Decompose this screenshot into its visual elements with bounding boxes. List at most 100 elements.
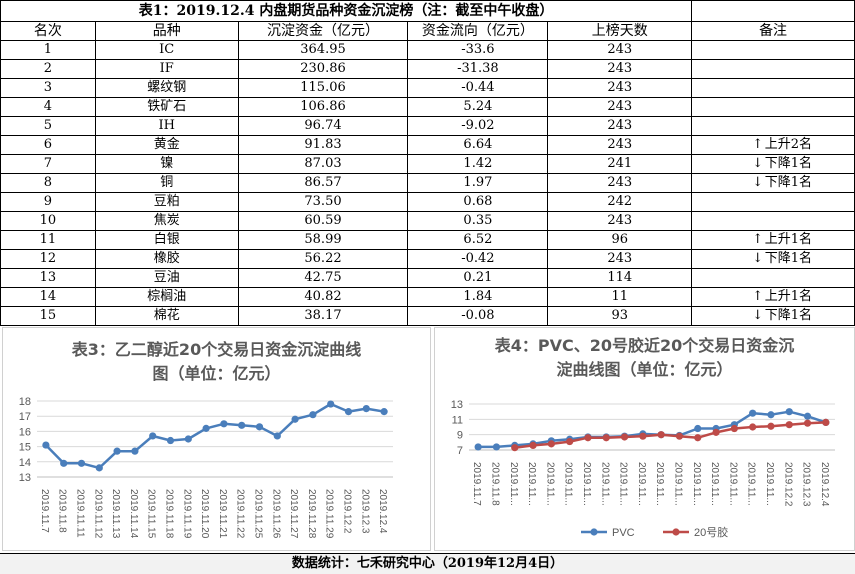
data-point	[380, 408, 388, 416]
x-tick-label: 2019.11.7	[39, 489, 50, 533]
x-tick-label: 2019.12.3	[359, 489, 370, 534]
cell-note	[691, 78, 855, 98]
x-tick-label: 2019.11.8	[489, 462, 500, 506]
data-point	[202, 424, 210, 432]
x-tick-label: 2019.11...	[654, 462, 665, 506]
data-point	[785, 408, 793, 416]
x-tick-label: 2019.11.28	[306, 489, 317, 539]
x-tick-label: 2019.11.8	[57, 489, 68, 533]
note-text: 下降1名	[764, 175, 812, 190]
cell-rank: 4	[0, 97, 96, 117]
cell-rank: 9	[0, 192, 96, 212]
cell-name: 镍	[94, 154, 239, 174]
y-tick-label: 15	[19, 442, 31, 454]
cell-days: 114	[547, 268, 693, 288]
x-tick-label: 2019.11.13	[110, 489, 121, 539]
arrow-up-icon: ↑	[752, 289, 764, 304]
table-row: 5 IH 96.74 -9.02 243	[0, 116, 855, 136]
cell-flow: -0.08	[407, 306, 549, 326]
y-tick-label: 14	[19, 457, 31, 469]
legend-marker	[672, 528, 680, 536]
cell-flow: -0.42	[407, 249, 549, 269]
arrow-down-icon: ↓	[752, 308, 764, 323]
legend-marker	[590, 528, 598, 536]
cell-note	[691, 40, 855, 60]
y-tick-label: 16	[19, 426, 31, 438]
chart-pvc-rubber: 表4：PVC、20号胶近20个交易日资金沉 淀曲线图（单位：亿元） 7 9 11 13…	[434, 327, 855, 551]
note-text: 下降1名	[764, 308, 812, 323]
cell-note: ↓ 下降1名	[691, 154, 855, 174]
data-point	[60, 459, 68, 467]
cell-funds: 40.82	[237, 287, 409, 307]
chart-ethylene-glycol: 表3：乙二醇近20个交易日资金沉淀曲线 图（单位：亿元） 13 14 15 16 17 1…	[2, 327, 431, 551]
table-title-row: 表1：2019.12.4 内盘期货品种资金沉淀榜（注：截至中午收盘）	[0, 0, 855, 22]
cell-rank: 12	[0, 249, 96, 269]
note-text: 下降1名	[764, 251, 812, 266]
data-point	[675, 432, 684, 440]
data-point	[785, 421, 793, 429]
cell-flow: -0.44	[407, 78, 549, 98]
table-row: 9 豆粕 73.50 0.68 242	[0, 192, 855, 212]
data-point	[184, 435, 192, 443]
data-point	[749, 423, 757, 431]
x-tick-label: 2019.12.3	[801, 462, 812, 507]
x-tick-label: 2019.11...	[691, 462, 702, 506]
series-line	[45, 402, 385, 470]
legend-label: PVC	[612, 527, 635, 539]
legend-label: 20号胶	[694, 525, 728, 539]
cell-days: 241	[547, 154, 693, 174]
data-point	[602, 434, 610, 442]
table-row: 12 橡胶 56.22 -0.42 243 ↓ 下降1名	[0, 249, 855, 269]
cell-rank: 11	[0, 230, 96, 250]
note-text: 下降1名	[764, 156, 812, 171]
data-point	[273, 432, 281, 440]
x-tick-label: 2019.11.12	[92, 489, 103, 539]
header-days: 上榜天数	[547, 21, 693, 41]
cell-rank: 7	[0, 154, 96, 174]
data-point	[511, 444, 519, 452]
data-point	[529, 441, 537, 449]
arrow-down-icon: ↓	[752, 251, 764, 266]
y-tick-label: 11	[452, 414, 463, 426]
data-point	[822, 418, 830, 426]
cell-days: 243	[547, 78, 693, 98]
cell-flow: 5.24	[407, 97, 549, 117]
header-rank: 名次	[0, 21, 96, 41]
cell-note	[691, 97, 855, 117]
header-funds: 沉淀资金（亿元）	[237, 21, 409, 41]
cell-funds: 230.86	[237, 59, 409, 79]
x-tick-label: 2019.11...	[508, 462, 519, 506]
cell-name: IC	[94, 40, 239, 60]
x-tick-label: 2019.11...	[727, 462, 738, 506]
table-row: 15 棉花 38.17 -0.08 93 ↓ 下降1名	[0, 306, 855, 326]
x-tick-label: 2019.11.27	[288, 489, 299, 539]
cell-rank: 13	[0, 268, 96, 288]
chart-plot: 7 9 11 13 2019.11.7 2019.11.8 2019.11... 2019.1…	[451, 399, 835, 539]
table-row: 11 白银 58.99 6.52 96 ↑ 上升1名	[0, 230, 855, 250]
cell-flow: 6.52	[407, 230, 549, 250]
cell-flow: 1.84	[407, 287, 549, 307]
data-point	[803, 419, 812, 427]
cell-name: 棕榈油	[94, 287, 239, 307]
cell-funds: 60.59	[237, 211, 409, 231]
x-tick-label: 2019.11...	[544, 462, 555, 506]
header-note: 备注	[691, 21, 855, 41]
x-tick-label: 2019.11...	[764, 462, 775, 506]
cell-note: ↓ 下降1名	[691, 306, 855, 326]
cell-flow: 6.64	[407, 135, 549, 155]
cell-funds: 56.22	[237, 249, 409, 269]
table-header-row: 名次 品种 沉淀资金（亿元） 资金流向（亿元） 上榜天数 备注	[0, 21, 855, 41]
chart-title-line-1: 表4：PVC、20号胶近20个交易日资金沉	[494, 336, 795, 355]
cell-funds: 86.57	[237, 173, 409, 193]
chart-title-line-2: 图（单位：亿元）	[152, 364, 281, 383]
note-text: 上升2名	[764, 137, 812, 152]
cell-note	[691, 59, 855, 79]
y-tick-label: 9	[457, 430, 463, 442]
chart-title-line-2: 淀曲线图（单位：亿元）	[556, 360, 733, 379]
cell-funds: 106.86	[237, 97, 409, 117]
x-tick-label: 2019.12.2	[782, 462, 793, 507]
cell-flow: 0.21	[407, 268, 549, 288]
cell-name: 焦炭	[94, 211, 239, 231]
x-tick-label: 2019.11...	[581, 462, 592, 506]
cell-funds: 364.95	[237, 40, 409, 60]
